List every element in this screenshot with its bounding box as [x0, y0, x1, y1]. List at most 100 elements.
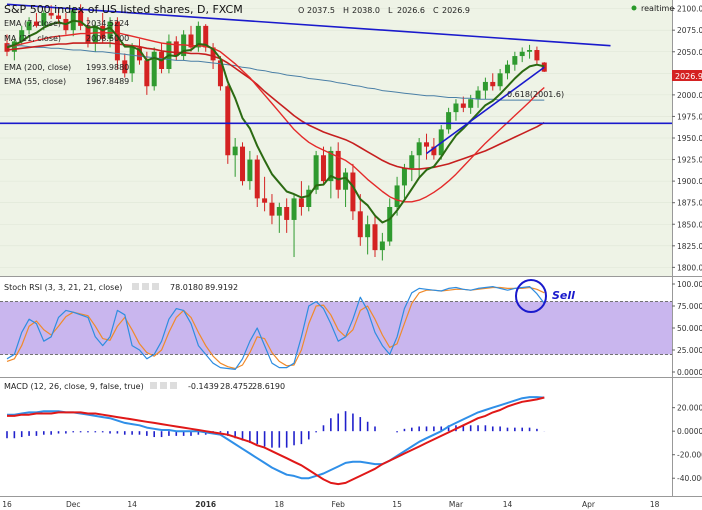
candle-body	[313, 155, 319, 190]
ema7-line	[6, 19, 545, 224]
candle-body	[269, 202, 275, 216]
macd-hist-value: -0.1439	[188, 382, 219, 391]
hide-icon[interactable]	[142, 283, 149, 290]
candle-body	[534, 50, 540, 61]
stoch-band	[0, 301, 672, 355]
fib-level-label: 0.618(2001.6)	[507, 90, 564, 99]
candle-body	[335, 150, 341, 190]
settings-icon[interactable]	[150, 382, 157, 389]
candle-body	[41, 12, 47, 26]
candle-body	[122, 60, 128, 74]
candle-body	[512, 56, 518, 65]
hide-icon[interactable]	[160, 382, 167, 389]
candle-body	[240, 146, 246, 182]
candle-body	[11, 41, 17, 52]
stoch-label: Stoch RSI (3, 3, 21, 21, close)	[4, 283, 122, 292]
ohlc-key: H	[343, 6, 349, 15]
candle-body	[320, 155, 326, 182]
legend-ema55-value: 1967.8489	[86, 77, 129, 86]
ohlc-value: 2026.9	[442, 6, 470, 15]
macd-signal-value: 28.6190	[252, 382, 285, 391]
legend-ma21[interactable]: MA (21, close) 2008.6000	[4, 34, 129, 43]
candle-body	[262, 198, 268, 203]
candle-body	[453, 103, 459, 113]
time-axis-tick-label: 15	[392, 500, 402, 509]
price-axis-tick-label: 1900.0	[677, 177, 702, 186]
realtime-dot	[631, 5, 637, 11]
candle-body	[379, 241, 385, 251]
candle-body	[460, 103, 466, 108]
ohlc-key: C	[433, 6, 439, 15]
price-axis-tick-label: 2050.0	[677, 48, 702, 57]
realtime-label: realtime	[641, 4, 674, 13]
stoch-axis-tick-label: 100.0000	[677, 280, 702, 289]
candle-body	[401, 168, 407, 186]
candle-body	[431, 146, 437, 156]
ohlc-value: 2037.5	[307, 6, 335, 15]
current-price-badge	[672, 70, 702, 81]
close-icon[interactable]	[152, 283, 159, 290]
time-axis-tick-label: 16	[2, 500, 12, 509]
ohlc-values: O 2037.5 H 2038.0 L 2026.6 C 2026.9	[298, 6, 470, 15]
price-axis-tick-label: 2100.0	[677, 5, 702, 14]
candle-body	[519, 51, 525, 57]
candle-body	[328, 150, 334, 182]
current-price-value: 2026.9	[675, 72, 702, 81]
stoch-rsi-panel[interactable]	[0, 286, 672, 370]
macd-toolbar[interactable]	[150, 382, 177, 389]
candle-body	[350, 172, 356, 212]
candle-body	[225, 86, 231, 156]
ohlc-key: L	[388, 6, 393, 15]
macd-line-value: 28.4752	[220, 382, 253, 391]
legend-ema200-value: 1993.9880	[86, 63, 129, 72]
candle-body	[173, 41, 179, 57]
stoch-d-line	[6, 286, 545, 370]
time-axis-tick-label: 18	[275, 500, 285, 509]
macd-panel[interactable]	[6, 396, 546, 486]
resistance-trendline	[6, 3, 611, 47]
candle-body	[284, 207, 290, 220]
price-panel[interactable]	[0, 3, 672, 268]
ohlc-value: 2026.6	[397, 6, 425, 15]
legend-ema7-value: 2034.5224	[86, 19, 129, 28]
legend-ema55[interactable]: EMA (55, close) 1967.8489	[4, 77, 129, 86]
price-axis-tick-label: 2075.0	[677, 26, 702, 35]
candle-body	[217, 60, 223, 87]
candle-body	[232, 146, 238, 156]
candle-body	[203, 25, 209, 48]
candle-body	[107, 21, 113, 39]
macd-axis-tick-label: 0.0000	[677, 427, 702, 436]
candle-body	[92, 25, 98, 44]
time-axis-tick-label: Feb	[332, 500, 346, 509]
legend-ema55-label: EMA (55, close)	[4, 77, 66, 86]
price-axis-tick-label: 1825.0	[677, 242, 702, 251]
candle-body	[291, 198, 297, 220]
legend-ema7[interactable]: EMA (7, close) 2034.5224	[4, 19, 129, 28]
candle-body	[85, 25, 91, 44]
stoch-toolbar[interactable]	[132, 283, 159, 290]
candle-body	[482, 81, 488, 91]
candle-body	[195, 25, 201, 48]
legend-ma21-label: MA (21, close)	[4, 34, 61, 43]
candle-body	[357, 211, 363, 238]
candle-body	[541, 62, 547, 72]
time-axis-tick-label: 14	[127, 500, 137, 509]
candle-body	[387, 207, 393, 242]
macd-axis-tick-label: -40.0000	[677, 474, 702, 483]
candle-body	[254, 159, 260, 199]
macd-line	[7, 396, 545, 480]
close-icon[interactable]	[170, 382, 177, 389]
price-axis-bg	[672, 0, 702, 510]
candle-body	[129, 47, 135, 74]
candle-body	[210, 47, 216, 61]
macd-panel-bg	[0, 378, 672, 496]
candle-body	[114, 21, 120, 61]
candle-body	[151, 51, 157, 87]
legend-ema200[interactable]: EMA (200, close) 1993.9880	[4, 63, 129, 72]
stoch-axis-tick-label: 75.0000	[677, 302, 702, 311]
settings-icon[interactable]	[132, 283, 139, 290]
time-axis-tick-label: 18	[650, 500, 660, 509]
candle-body	[504, 64, 510, 74]
candle-body	[468, 99, 474, 108]
